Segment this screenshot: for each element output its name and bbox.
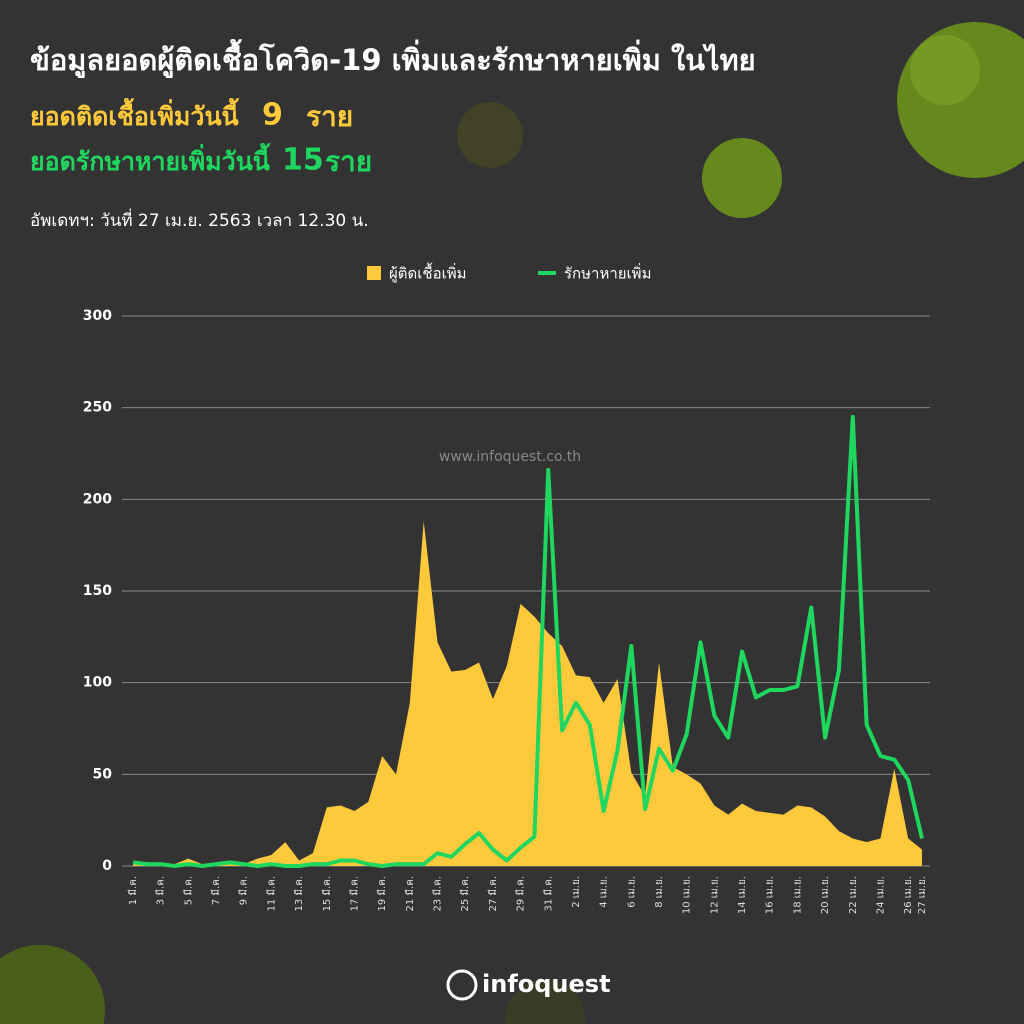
x-tick-label: 10 เม.ย. <box>682 876 693 914</box>
y-tick-label: 250 <box>83 400 112 416</box>
legend-swatch <box>367 266 381 280</box>
area <box>133 521 922 866</box>
y-tick-label: 0 <box>102 858 112 874</box>
x-tick-label: 7 มี.ค. <box>210 876 222 905</box>
logo-icon <box>446 969 478 1001</box>
watermark: www.infoquest.co.th <box>439 449 581 465</box>
virus-decor <box>0 22 1024 1024</box>
legend-label: รักษาหายเพิ่ม <box>564 263 651 283</box>
x-tick-label: 5 มี.ค. <box>182 876 194 905</box>
logo: infoquest <box>482 970 611 998</box>
x-tick-label: 16 เม.ย. <box>765 876 776 914</box>
updated: อัพเดทฯ: วันที่ 27 เม.ย. 2563 เวลา 12.30… <box>30 208 369 231</box>
x-tick-label: 25 มี.ค. <box>459 876 471 912</box>
x-tick-label: 27 เม.ย. <box>917 876 928 914</box>
x-tick-label: 17 มี.ค. <box>348 876 360 912</box>
x-tick-label: 22 เม.ย. <box>848 876 859 914</box>
infected-label: ยอดติดเชื้อเพิ่มวันนี้ <box>30 97 240 131</box>
legend-label: ผู้ติดเชื้อเพิ่ม <box>389 263 467 283</box>
x-tick-label: 14 เม.ย. <box>737 876 748 914</box>
line <box>132 414 924 868</box>
infected-today: 9 <box>262 98 283 133</box>
x-tick-label: 29 มี.ค. <box>515 876 527 912</box>
y-tick-label: 150 <box>83 583 112 599</box>
x-tick-label: 9 มี.ค. <box>238 876 250 905</box>
x-tick-label: 6 เม.ย. <box>626 876 637 908</box>
recovered-today: 15 <box>282 143 324 178</box>
x-tick-label: 12 เม.ย. <box>709 876 720 914</box>
x-tick-label: 11 มี.ค. <box>265 876 277 912</box>
x-tick-label: 21 มี.ค. <box>404 876 416 912</box>
x-tick-label: 31 มี.ค. <box>542 876 554 912</box>
x-tick-label: 23 มี.ค. <box>432 876 444 912</box>
x-tick-label: 1 มี.ค. <box>127 876 139 905</box>
x-tick-label: 4 เม.ย. <box>599 876 610 908</box>
x-tick-label: 24 เม.ย. <box>875 876 886 914</box>
x-tick-label: 13 มี.ค. <box>293 876 305 912</box>
infected-unit: ราย <box>306 100 353 133</box>
y-tick-label: 300 <box>83 308 112 324</box>
x-tick-label: 15 มี.ค. <box>321 876 333 912</box>
recovered-unit: ราย <box>325 145 372 178</box>
title: ข้อมูลยอดผู้ติดเชื้อโควิด-19 เพิ่มและรัก… <box>30 38 756 78</box>
y-tick-label: 100 <box>83 675 112 691</box>
x-tick-label: 19 มี.ค. <box>376 876 388 912</box>
x-tick-label: 26 เม.ย. <box>903 876 914 914</box>
y-tick-label: 50 <box>93 766 113 782</box>
recovered-label: ยอดรักษาหายเพิ่มวันนี้ <box>30 142 271 176</box>
x-tick-label: 3 มี.ค. <box>155 876 167 905</box>
x-tick-label: 27 มี.ค. <box>487 876 499 912</box>
x-tick-label: 18 เม.ย. <box>792 876 803 914</box>
y-tick-label: 200 <box>83 491 112 507</box>
x-tick-label: 2 เม.ย. <box>571 876 582 908</box>
x-tick-label: 20 เม.ย. <box>820 876 831 914</box>
x-tick-label: 8 เม.ย. <box>654 876 665 908</box>
